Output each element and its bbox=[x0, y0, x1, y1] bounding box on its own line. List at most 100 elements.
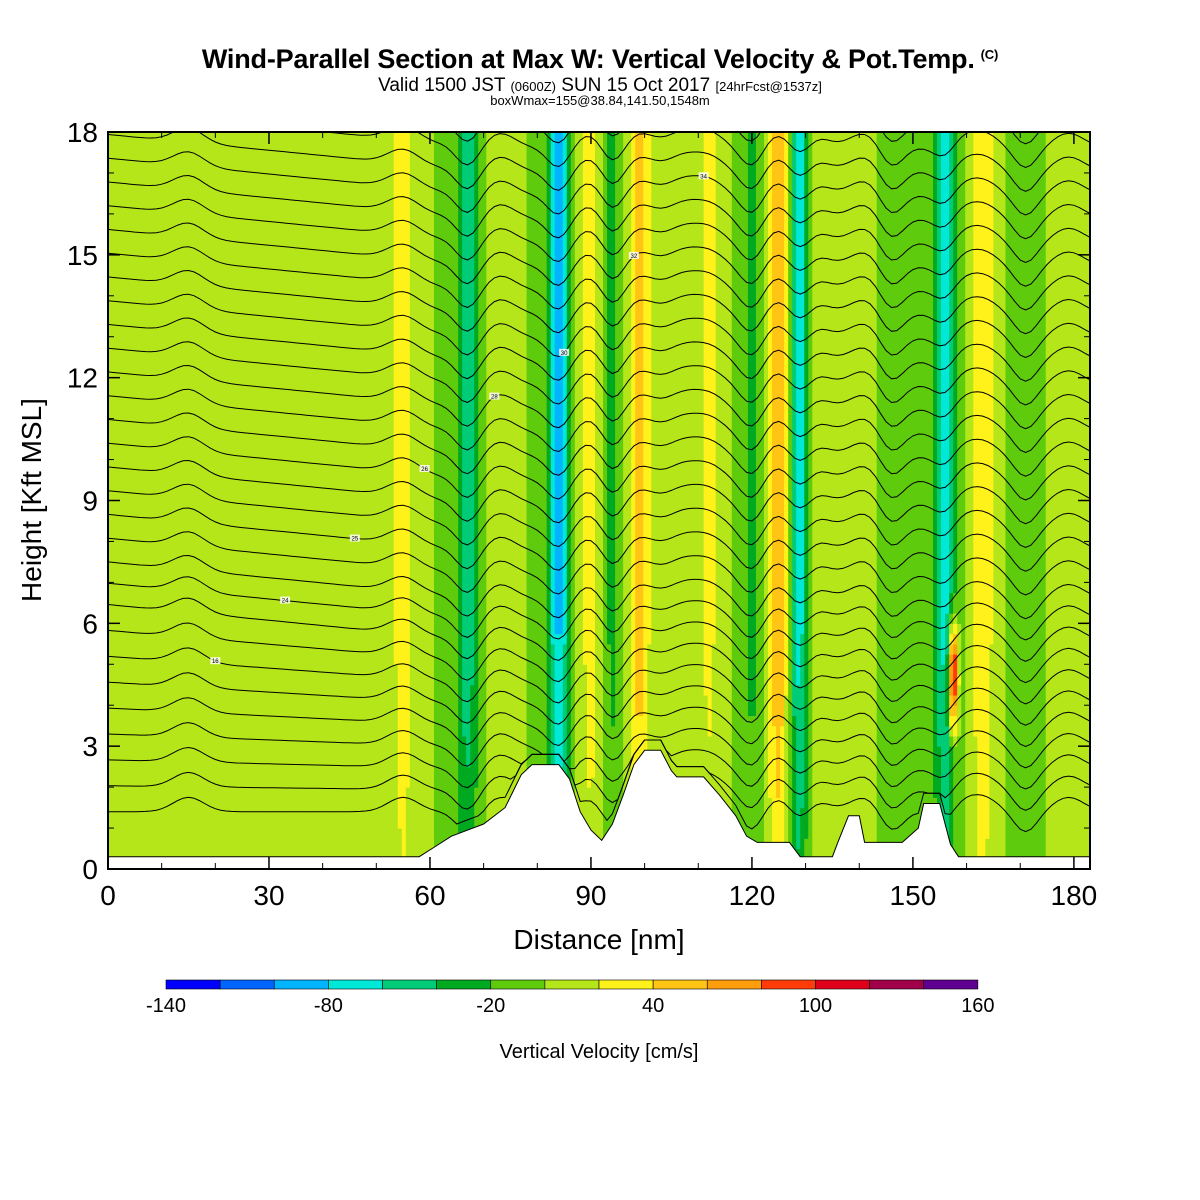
field-cell bbox=[329, 654, 334, 665]
field-cell bbox=[136, 490, 141, 502]
field-cell bbox=[369, 797, 375, 809]
field-cell bbox=[216, 387, 222, 399]
field-cell bbox=[248, 520, 254, 532]
field-cell bbox=[325, 766, 330, 778]
field-cell bbox=[116, 254, 121, 266]
field-cell bbox=[281, 582, 286, 594]
field-cell bbox=[160, 367, 165, 379]
field-cell bbox=[285, 623, 290, 635]
field-cell bbox=[232, 336, 238, 348]
field-cell bbox=[305, 510, 310, 522]
field-cell bbox=[196, 172, 202, 184]
field-cell bbox=[204, 295, 210, 307]
field-cell bbox=[285, 633, 290, 645]
field-cell bbox=[228, 408, 234, 420]
field-cell bbox=[317, 643, 322, 655]
field-cell bbox=[196, 705, 202, 717]
field-cell bbox=[264, 664, 270, 676]
field-cell bbox=[208, 346, 214, 358]
field-cell bbox=[248, 828, 254, 839]
field-cell bbox=[260, 469, 266, 481]
field-cell bbox=[156, 480, 161, 491]
field-cell bbox=[337, 643, 343, 655]
field-cell bbox=[373, 592, 379, 604]
field-cell bbox=[361, 592, 367, 604]
field-cell bbox=[321, 428, 326, 440]
field-cell bbox=[160, 520, 165, 532]
field-cell bbox=[297, 705, 302, 717]
field-cell bbox=[321, 275, 326, 287]
field-cell bbox=[260, 541, 266, 553]
field-cell bbox=[268, 756, 274, 768]
field-cell bbox=[313, 551, 318, 563]
field-cell bbox=[369, 817, 375, 829]
field-cell bbox=[256, 664, 262, 676]
field-cell bbox=[381, 541, 387, 553]
field-cell bbox=[289, 633, 294, 645]
field-cell bbox=[184, 490, 190, 502]
field-cell bbox=[377, 285, 383, 297]
field-cell bbox=[148, 387, 153, 399]
field-cell bbox=[268, 766, 274, 778]
field-cell bbox=[321, 408, 326, 420]
field-cell bbox=[317, 162, 322, 174]
field-cell bbox=[124, 592, 129, 604]
field-cell bbox=[325, 172, 330, 184]
field-cell bbox=[204, 213, 210, 225]
field-cell bbox=[120, 541, 125, 553]
field-cell bbox=[297, 725, 302, 737]
field-cell bbox=[224, 346, 230, 358]
field-cell bbox=[293, 541, 298, 553]
field-cell bbox=[212, 244, 218, 256]
field-cell bbox=[325, 480, 330, 491]
field-cell bbox=[369, 336, 375, 348]
field-cell bbox=[260, 643, 266, 655]
field-cell bbox=[357, 244, 363, 256]
field-cell bbox=[365, 428, 371, 440]
field-cell bbox=[357, 254, 363, 266]
field-cell bbox=[317, 592, 322, 604]
field-cell bbox=[357, 582, 363, 594]
field-cell bbox=[313, 428, 318, 440]
field-cell bbox=[345, 265, 351, 276]
field-cell bbox=[285, 326, 290, 338]
field-cell bbox=[325, 346, 330, 358]
field-cell bbox=[180, 735, 186, 747]
field-cell bbox=[285, 776, 290, 788]
field-cell bbox=[365, 500, 371, 512]
field-cell bbox=[112, 746, 117, 758]
field-cell bbox=[164, 306, 169, 317]
field-cell bbox=[116, 746, 121, 758]
field-cell bbox=[305, 449, 310, 461]
field-cell bbox=[176, 326, 182, 338]
field-cell bbox=[172, 582, 178, 594]
field-cell bbox=[176, 162, 182, 174]
field-cell bbox=[305, 469, 310, 481]
field-cell bbox=[152, 172, 157, 184]
field-cell bbox=[297, 541, 302, 553]
field-cell bbox=[345, 654, 351, 665]
field-cell bbox=[301, 633, 306, 645]
field-cell bbox=[297, 623, 302, 635]
field-cell bbox=[301, 295, 306, 307]
field-cell bbox=[176, 807, 182, 819]
field-cell bbox=[116, 664, 121, 676]
field-cell bbox=[268, 838, 274, 850]
field-cell bbox=[208, 275, 214, 287]
field-cell bbox=[313, 705, 318, 717]
field-cell bbox=[192, 244, 198, 256]
field-cell bbox=[176, 633, 182, 645]
field-cell bbox=[180, 480, 186, 491]
field-cell bbox=[236, 715, 242, 727]
field-cell bbox=[329, 152, 334, 164]
field-cell bbox=[297, 203, 302, 215]
field-cell bbox=[285, 275, 290, 287]
field-cell bbox=[357, 633, 363, 645]
field-cell bbox=[252, 439, 258, 450]
field-cell bbox=[329, 275, 334, 287]
field-cell bbox=[285, 428, 290, 440]
field-cell bbox=[373, 746, 379, 758]
field-cell bbox=[321, 357, 326, 369]
field-cell bbox=[333, 848, 338, 860]
field-cell bbox=[120, 551, 125, 563]
